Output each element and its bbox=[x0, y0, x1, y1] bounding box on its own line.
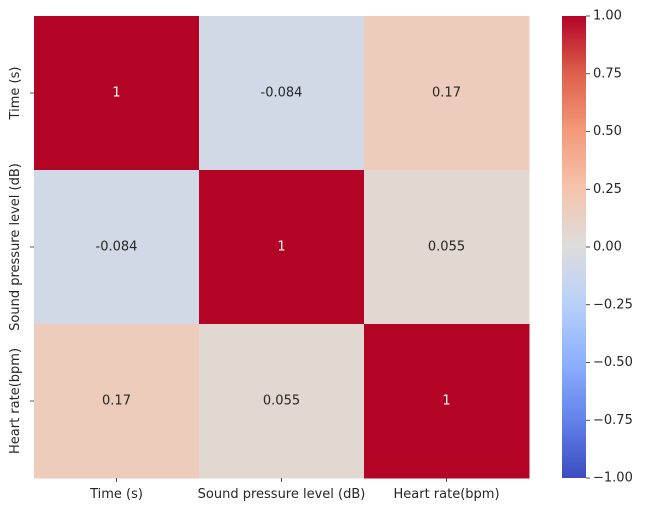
heatmap-cell-r2-c0 bbox=[34, 324, 200, 479]
heatmap-cells bbox=[34, 16, 530, 479]
colorbar-axis: 1.00 0.75 0.50 0.25 0.00 −0.25 −0.50 −0.75 −1.00 bbox=[586, 9, 633, 486]
cell-value-label: 0.055 bbox=[428, 240, 465, 255]
heatmap-cell-labels: 1 -0.084 0.17 -0.084 1 0.055 0.17 0.055 1 bbox=[96, 86, 466, 409]
y-axis: Time (s) Sound pressure level (dB) Heart r… bbox=[8, 67, 34, 454]
heatmap-cell-r1-c2 bbox=[364, 170, 530, 325]
colorbar-tick-label: −1.00 bbox=[593, 471, 633, 486]
cell-value-label: -0.084 bbox=[261, 86, 303, 101]
heatmap-cell-r0-c1 bbox=[199, 16, 365, 171]
y-tick-label: Time (s) bbox=[8, 67, 23, 121]
y-tick-label: Sound pressure level (dB) bbox=[8, 163, 23, 331]
colorbar-gradient bbox=[562, 16, 586, 478]
heatmap-cell-r2-c1 bbox=[199, 324, 365, 479]
colorbar-tick-label: −0.75 bbox=[593, 413, 633, 428]
cell-value-label: 0.17 bbox=[102, 394, 131, 409]
x-tick-label: Sound pressure level (dB) bbox=[198, 487, 366, 502]
heatmap-cell-r0-c2 bbox=[364, 16, 530, 171]
cell-value-label: -0.084 bbox=[96, 240, 138, 255]
x-tick-label: Time (s) bbox=[89, 487, 143, 502]
heatmap-cell-r1-c0 bbox=[34, 170, 200, 325]
y-tick-label: Heart rate(bpm) bbox=[8, 348, 23, 454]
x-axis: Time (s) Sound pressure level (dB) Heart r… bbox=[89, 478, 500, 502]
cell-value-label: 0.17 bbox=[432, 86, 461, 101]
colorbar-tick-label: −0.25 bbox=[593, 297, 633, 312]
colorbar bbox=[562, 16, 586, 478]
colorbar-tick-label: 0.75 bbox=[593, 66, 622, 81]
colorbar-tick-label: 1.00 bbox=[593, 9, 622, 24]
cell-value-label: 1 bbox=[112, 86, 120, 101]
colorbar-tick-label: −0.50 bbox=[593, 355, 633, 370]
cell-value-label: 1 bbox=[277, 240, 285, 255]
cell-value-label: 0.055 bbox=[263, 394, 300, 409]
x-tick-label: Heart rate(bpm) bbox=[393, 487, 499, 502]
heatmap-cell-r0-c0 bbox=[34, 16, 200, 171]
colorbar-tick-label: 0.50 bbox=[593, 124, 622, 139]
cell-value-label: 1 bbox=[442, 394, 450, 409]
heatmap-cell-r1-c1 bbox=[199, 170, 365, 325]
colorbar-tick-label: 0.25 bbox=[593, 182, 622, 197]
heatmap-cell-r2-c2 bbox=[364, 324, 530, 479]
colorbar-tick-label: 0.00 bbox=[593, 240, 622, 255]
